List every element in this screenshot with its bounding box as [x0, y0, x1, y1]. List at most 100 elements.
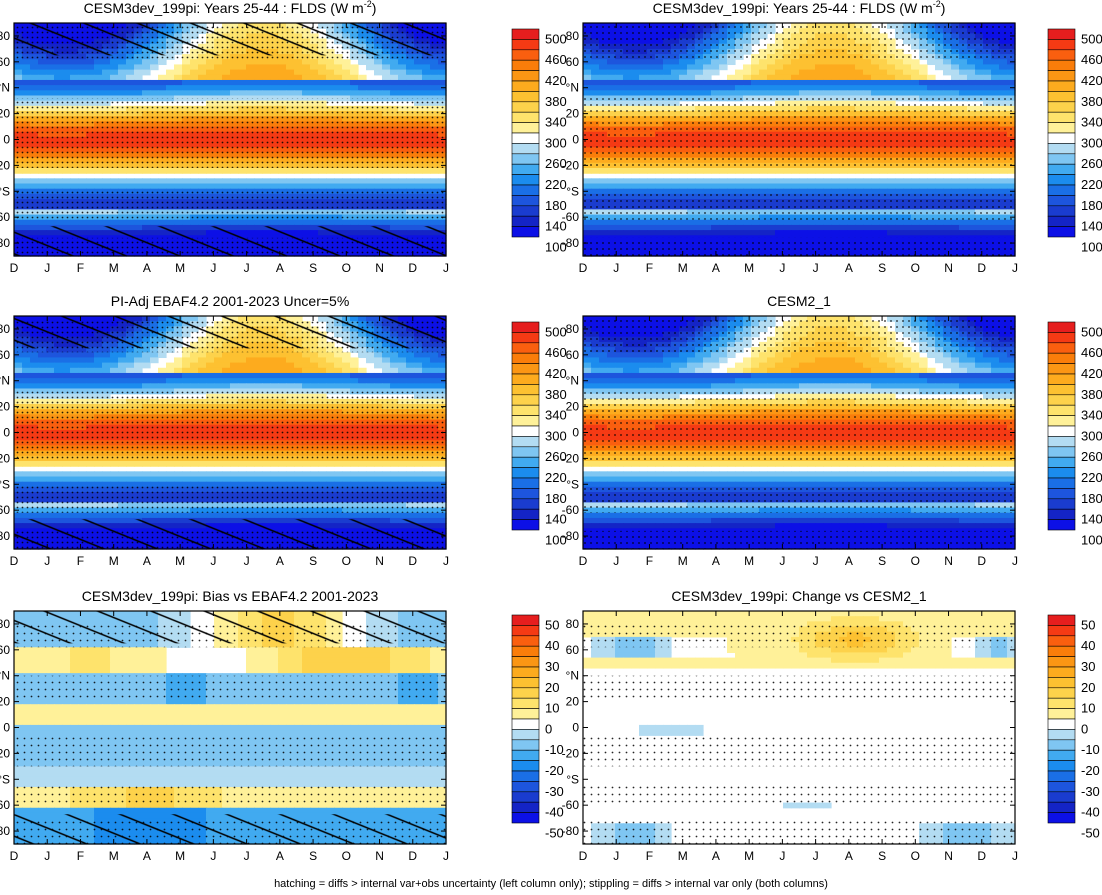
colorbar-swatch [1047, 519, 1076, 531]
x-tick-label: S [309, 554, 317, 568]
colorbar-swatch [511, 70, 540, 82]
hatching-north [14, 316, 446, 349]
y-tick-label: °N [566, 669, 579, 683]
x-tick-label: J [244, 554, 250, 568]
x-tick-label: J [443, 849, 449, 863]
colorbar-swatch [511, 91, 540, 103]
stippling [583, 391, 1015, 461]
colorbar-swatch [511, 163, 540, 175]
colorbar-swatch [511, 425, 540, 437]
hatching-south [14, 226, 446, 256]
y-tick-label: -60 [562, 798, 580, 812]
colorbar-label: 300 [545, 428, 567, 443]
stippling [583, 733, 1015, 767]
y-tick-label: -20 [562, 746, 580, 760]
x-tick-label: M [744, 849, 754, 863]
colorbar-swatch [1047, 174, 1076, 186]
colorbar: 500 460 420 380 340 300 260 220 180 140 100 [1047, 28, 1102, 254]
stippling [583, 484, 1015, 513]
x-tick-label: M [109, 554, 119, 568]
x-tick-label: F [646, 849, 653, 863]
colorbar-swatch [511, 645, 540, 657]
colorbar-swatch [511, 363, 540, 375]
colorbar: 500 460 420 380 340 300 260 220 180 140 100 [511, 28, 567, 254]
chart-title: CESM3dev_199pi: Change vs CESM2_1 [671, 588, 926, 604]
colorbar-swatch [1047, 718, 1076, 730]
colorbar-swatch [1047, 101, 1076, 113]
y-tick-label: °N [0, 669, 10, 683]
colorbar-label: 340 [1081, 115, 1102, 130]
colorbar-swatch [511, 332, 540, 344]
x-tick-label: D [579, 261, 588, 275]
colorbar-swatch [1047, 760, 1076, 772]
stippling [583, 98, 1015, 168]
colorbar-swatch [1047, 143, 1076, 155]
colorbar-swatch [1047, 739, 1076, 751]
y-tick-label: °N [566, 81, 579, 95]
x-tick-label: D [10, 261, 19, 275]
x-tick-label: D [977, 849, 986, 863]
stippling [14, 191, 446, 220]
colorbar-swatch [511, 184, 540, 196]
colorbar-swatch [511, 697, 540, 709]
colorbar-swatch [1047, 729, 1076, 741]
y-tick-label: 0 [572, 426, 579, 440]
y-tick-label: 80 [0, 322, 10, 336]
colorbar-swatch [511, 635, 540, 647]
colorbar-label: 340 [545, 408, 567, 423]
colorbar-swatch [511, 708, 540, 720]
colorbar-label: 500 [1081, 31, 1102, 46]
colorbar-swatch [511, 80, 540, 92]
colorbar-swatch [1047, 436, 1076, 448]
colorbar-swatch [1047, 635, 1076, 647]
y-tick-label: -80 [562, 236, 580, 250]
colorbar-swatch [511, 49, 540, 61]
chart-title: PI-Adj EBAF4.2 2001-2023 Uncer=5% [111, 293, 350, 309]
y-tick-label: -20 [0, 158, 10, 172]
x-tick-label: J [44, 849, 50, 863]
y-tick-label: 80 [566, 617, 580, 631]
x-tick-label: J [44, 261, 50, 275]
colorbar-swatch [511, 498, 540, 510]
colorbar-label: 100 [1081, 532, 1102, 547]
colorbar-label: 460 [545, 52, 567, 67]
x-tick-label: J [613, 849, 619, 863]
chart-title: CESM2_1 [767, 293, 831, 309]
colorbar-swatch [1047, 39, 1076, 51]
x-tick-label: A [143, 554, 151, 568]
y-tick-label: 20 [566, 695, 580, 709]
colorbar-label: 30 [1081, 659, 1095, 674]
colorbar-swatch [511, 677, 540, 689]
hatching-south [14, 519, 446, 549]
y-tick-label: -60 [0, 798, 10, 812]
colorbar-label: 420 [1081, 73, 1102, 88]
colorbar-label: 300 [1081, 428, 1102, 443]
x-tick-label: F [646, 554, 653, 568]
colorbar-label: 420 [1081, 366, 1102, 381]
x-tick-label: M [175, 554, 185, 568]
x-tick-label: O [911, 554, 920, 568]
stippling [583, 675, 1015, 702]
y-tick-label: 60 [0, 348, 10, 362]
colorbar-swatch [511, 666, 540, 678]
colorbar-swatch [511, 28, 540, 40]
chart-panel-5: CESM3dev_199pi: Bias vs EBAF4.2 2001-202… [0, 588, 564, 863]
chart-panel-4: CESM2_1 80 60 °N 20 0 -20 °S -60 -80 D J F M A M J J A S O N D… [562, 293, 1102, 568]
y-tick-label: -20 [0, 451, 10, 465]
colorbar-swatch [511, 801, 540, 813]
stippling [583, 784, 1015, 806]
colorbar-label: -50 [545, 825, 564, 840]
colorbar-swatch [511, 519, 540, 531]
colorbar-swatch [511, 132, 540, 144]
colorbar-swatch [511, 467, 540, 479]
x-tick-label: J [779, 849, 785, 863]
colorbar-label: 50 [545, 617, 559, 632]
y-tick-label: -80 [562, 824, 580, 838]
colorbar-label: 220 [1081, 177, 1102, 192]
x-tick-label: J [813, 849, 819, 863]
y-tick-label: -60 [0, 210, 10, 224]
chart-title: CESM3dev_199pi: Years 25-44 : FLDS (W m-… [653, 0, 946, 16]
chart-panel-2: CESM3dev_199pi: Years 25-44 : FLDS (W m-… [562, 0, 1102, 275]
colorbar-swatch [1047, 415, 1076, 427]
colorbar-label: 40 [545, 638, 559, 653]
